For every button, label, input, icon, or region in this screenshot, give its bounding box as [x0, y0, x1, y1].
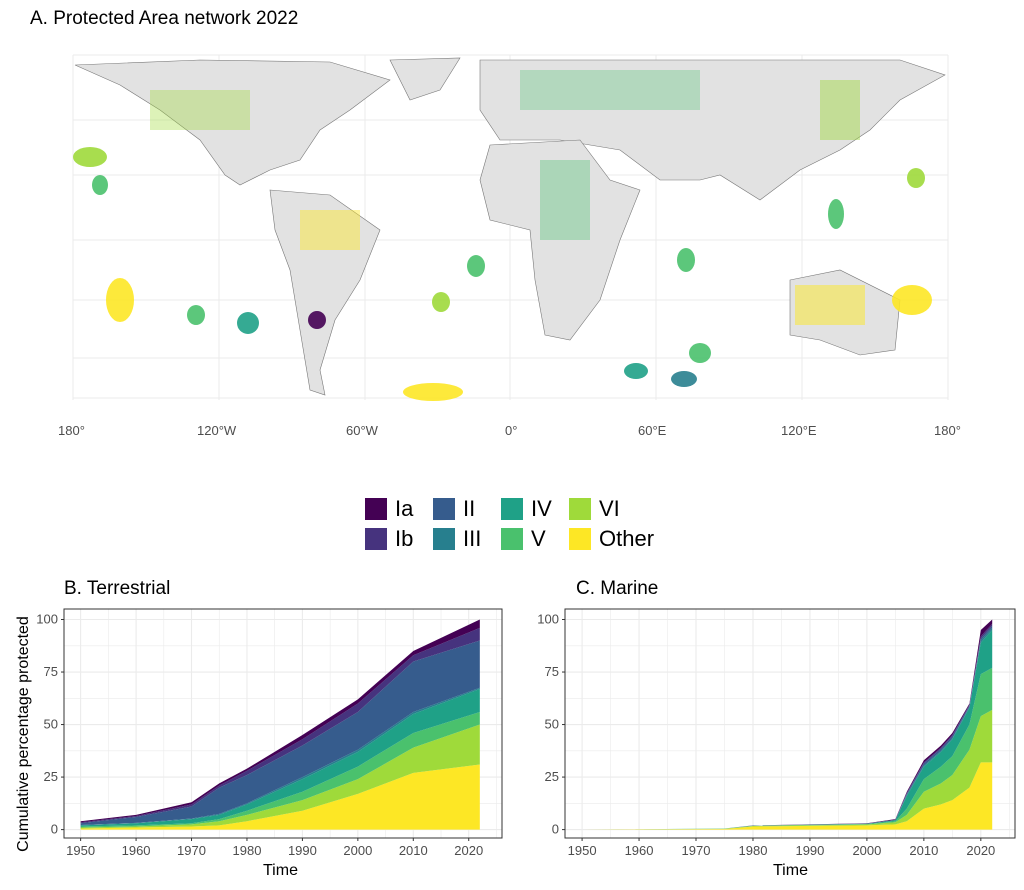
- area-v: [80, 711, 480, 828]
- legend-label: III: [463, 526, 482, 551]
- y-tick-label: 25: [44, 769, 58, 784]
- x-tick-label: 1970: [682, 843, 711, 858]
- map-title: A. Protected Area network 2022: [30, 8, 299, 29]
- x-axis-label-terrestrial: Time: [263, 862, 298, 879]
- y-tick-label: 25: [545, 769, 559, 784]
- legend-item-iii: III: [433, 526, 501, 552]
- legend-label: Ia: [395, 496, 414, 521]
- legend-label: Other: [599, 526, 655, 551]
- chart-title-terrestrial: B. Terrestrial: [64, 578, 171, 599]
- x-tick-label: 1960: [625, 843, 654, 858]
- chart-title-marine: C. Marine: [576, 578, 659, 599]
- y-tick-label: 100: [36, 612, 58, 627]
- legend-swatch: [365, 528, 387, 550]
- legend-swatch: [501, 498, 523, 520]
- x-tick-label: 1960: [122, 843, 151, 858]
- x-tick-label: 2000: [852, 843, 881, 858]
- y-tick-label: 100: [537, 612, 559, 627]
- chart-1: 0 25 50 75 100 1950 1960 1970 1980 1990 2000 2010 20…: [537, 608, 1016, 858]
- map-x-tick: 0°: [505, 423, 518, 438]
- legend-swatch: [569, 498, 591, 520]
- legend-item-other: Other: [569, 526, 709, 552]
- y-tick-label: 0: [552, 822, 559, 837]
- legend-swatch: [365, 498, 387, 520]
- legend-label: II: [463, 496, 476, 521]
- legend-swatch: [501, 528, 523, 550]
- legend-item-iv: IV: [501, 496, 569, 522]
- legend-item-v: V: [501, 526, 569, 552]
- legend-swatch: [433, 498, 455, 520]
- x-axis-label-marine: Time: [773, 862, 808, 879]
- legend-swatch: [569, 528, 591, 550]
- area-ii: [80, 640, 480, 825]
- x-tick-label: 2000: [343, 843, 372, 858]
- y-tick-label: 0: [51, 822, 58, 837]
- x-tick-label: 1980: [233, 843, 262, 858]
- y-tick-label: 75: [44, 664, 58, 679]
- area-other: [80, 764, 480, 830]
- x-tick-label: 1970: [177, 843, 206, 858]
- map-x-tick: 60°E: [638, 423, 667, 438]
- legend: Ia II IV VI Ib III V Other: [365, 496, 709, 552]
- x-tick-label: 2020: [454, 843, 483, 858]
- map-x-tick: 120°E: [781, 423, 817, 438]
- area-ib: [80, 627, 480, 824]
- map-x-tick: 120°W: [197, 423, 237, 438]
- y-tick-label: 50: [44, 717, 58, 732]
- map-x-tick: 60°W: [346, 423, 378, 438]
- area-other: [582, 762, 993, 830]
- x-tick-label: 1980: [739, 843, 768, 858]
- area-ia: [80, 619, 480, 823]
- continents: [74, 57, 946, 396]
- legend-item-ia: Ia: [365, 496, 433, 522]
- x-tick-label: 2010: [909, 843, 938, 858]
- x-tick-label: 1950: [66, 843, 95, 858]
- legend-item-ib: Ib: [365, 526, 433, 552]
- chart-0: 0 25 50 75 100 1950 1960 1970 1980 1990 2000 2010 20…: [36, 608, 503, 858]
- map-x-tick: 180°: [58, 423, 85, 438]
- x-tick-label: 2020: [966, 843, 995, 858]
- area-iv: [80, 688, 480, 827]
- legend-label: V: [531, 526, 546, 551]
- x-tick-label: 1990: [288, 843, 317, 858]
- x-tick-label: 1990: [795, 843, 824, 858]
- legend-label: VI: [599, 496, 620, 521]
- area-vi: [80, 724, 480, 829]
- legend-swatch: [433, 528, 455, 550]
- y-tick-label: 75: [545, 664, 559, 679]
- x-tick-label: 2010: [399, 843, 428, 858]
- plot-border: [564, 608, 1016, 839]
- area-charts: 0 25 50 75 100 1950 1960 1970 1980 1990 2000 2010 20…: [36, 608, 1016, 858]
- legend-item-ii: II: [433, 496, 501, 522]
- map-x-tick: 180°: [934, 423, 961, 438]
- legend-item-vi: VI: [569, 496, 709, 522]
- y-tick-label: 50: [545, 717, 559, 732]
- plot-border: [63, 608, 503, 839]
- world-map: [72, 54, 949, 401]
- legend-label: IV: [531, 496, 552, 521]
- legend-label: Ib: [395, 526, 414, 551]
- x-tick-label: 1950: [568, 843, 597, 858]
